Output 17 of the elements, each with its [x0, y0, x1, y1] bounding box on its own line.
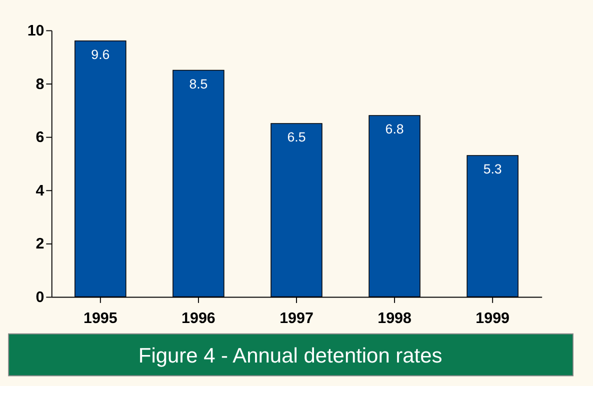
x-tick-label: 1999	[476, 310, 510, 327]
y-tick-label: 0	[36, 288, 44, 306]
x-tick-label: 1998	[378, 310, 412, 327]
data-label: 8.5	[189, 76, 208, 92]
x-tick-label: 1996	[182, 310, 216, 327]
y-tick-label: 2	[36, 236, 44, 253]
data-label: 6.8	[385, 122, 404, 137]
x-tick-label: 1997	[280, 310, 314, 327]
y-tick-label: 10	[27, 22, 44, 40]
data-label: 9.6	[91, 46, 110, 62]
y-tick-label: 4	[36, 182, 45, 200]
data-label: 6.5	[287, 130, 306, 145]
y-tick-label: 8	[36, 76, 44, 93]
text: Figure 4 - Annual detention rates	[138, 344, 442, 368]
y-tick-label: 6	[36, 129, 44, 146]
x-tick-label: 1995	[83, 310, 118, 327]
data-label: 5.3	[483, 162, 502, 177]
